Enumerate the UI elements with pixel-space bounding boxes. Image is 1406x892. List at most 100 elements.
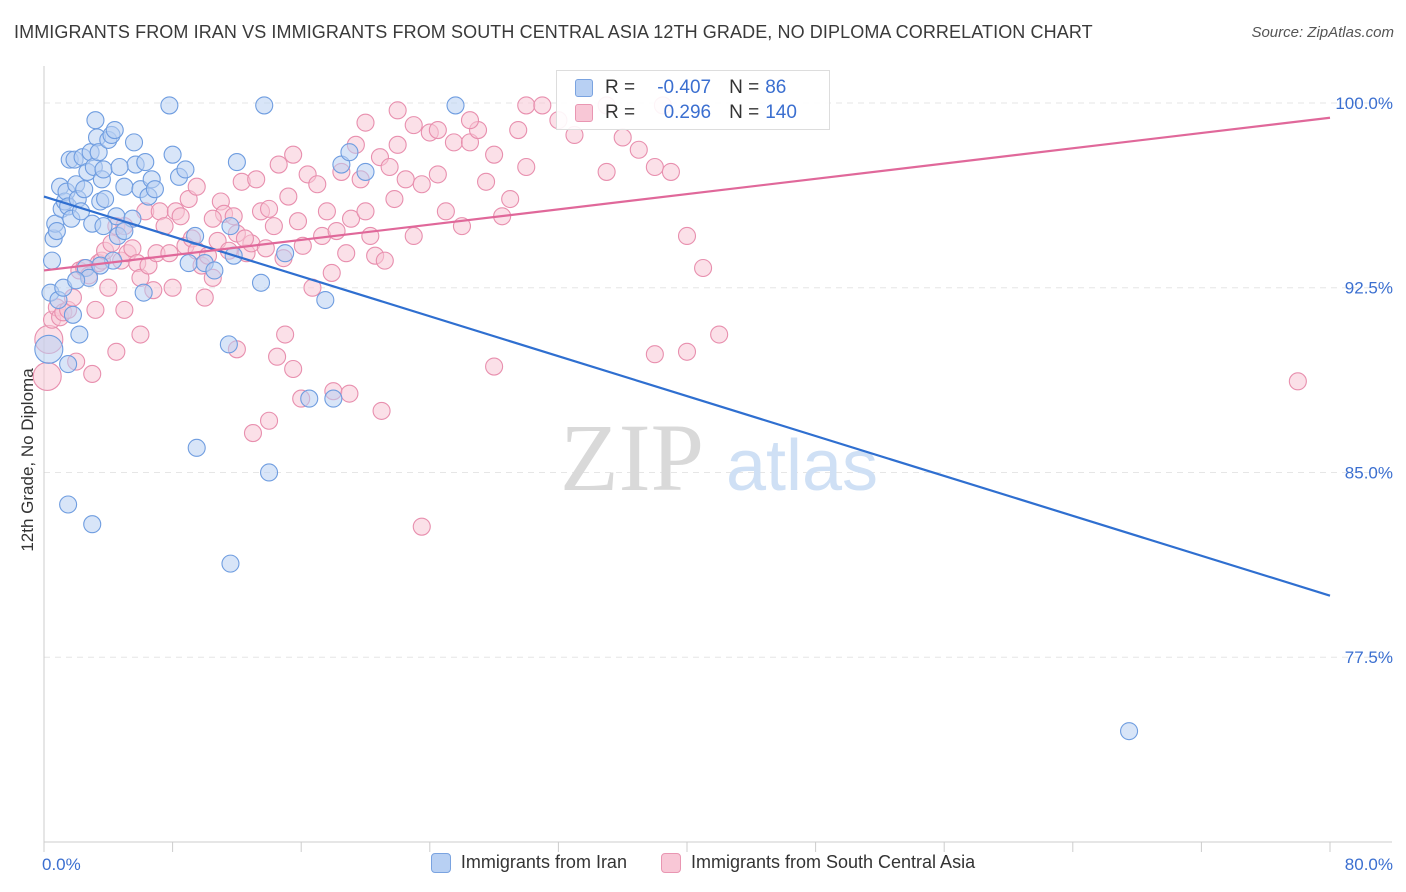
iran-point: [124, 133, 144, 152]
south-central-asia-point: [293, 236, 312, 255]
series-legend: Immigrants from Iran Immigrants from Sou…: [0, 852, 1406, 873]
iran-point: [276, 244, 295, 263]
iran-point: [340, 143, 359, 162]
correlation-legend: R = -0.407 N = 86 R = 0.296 N = 140: [556, 70, 830, 130]
south-central-asia-point: [412, 175, 431, 194]
south-central-asia-point: [317, 202, 336, 221]
south-central-asia-point: [337, 244, 356, 263]
south-central-asia-point: [32, 361, 62, 391]
iran-point: [160, 96, 179, 115]
south-central-asia-point: [380, 157, 399, 177]
iran-point: [59, 355, 78, 374]
iran-point: [176, 160, 195, 179]
iran-point: [221, 554, 240, 573]
south-central-asia-point: [404, 226, 423, 246]
y-tick-label: 77.5%: [1345, 648, 1393, 667]
south-central-asia-point: [509, 121, 528, 140]
south-central-asia-point: [356, 113, 375, 132]
south-central-asia-point: [388, 101, 407, 120]
x-tick-label: 80.0%: [1345, 855, 1393, 874]
legend-swatch-south-central-asia: [660, 852, 681, 873]
legend-r-label: R =: [605, 77, 636, 98]
iran-point: [110, 157, 129, 177]
legend-item-iran[interactable]: Immigrants from Iran: [430, 852, 627, 873]
iran-point: [96, 189, 115, 209]
south-central-asia-point: [460, 111, 480, 130]
iran-point: [259, 463, 279, 482]
south-central-asia-point: [517, 157, 536, 177]
south-central-asia-point: [428, 165, 447, 184]
legend-item-south-central-asia[interactable]: Immigrants from South Central Asia: [660, 852, 975, 873]
x-tick-labels: 0.0% 80.0%: [42, 855, 1393, 874]
south-central-asia-point: [259, 411, 279, 430]
south-central-asia-point: [83, 364, 102, 383]
south-central-asia-point: [203, 209, 222, 228]
iran-trend-line: [43, 195, 1331, 597]
trend-lines: [43, 116, 1331, 597]
south-central-asia-point: [115, 300, 134, 319]
legend-n-label: N =: [729, 102, 760, 123]
south-central-asia-point: [322, 263, 341, 282]
iran-point: [145, 180, 164, 199]
south-central-asia-point: [235, 229, 254, 248]
x-tick-label: 0.0%: [42, 855, 81, 874]
iran-point: [300, 389, 319, 408]
watermark-atlas: atlas: [726, 426, 878, 506]
south-central-asia-point: [341, 209, 361, 228]
legend-n-label: N =: [729, 77, 760, 98]
south-central-asia-point: [288, 212, 308, 231]
south-central-asia-point: [284, 145, 303, 164]
south-central-asia-point: [131, 325, 150, 344]
south-central-asia-point: [661, 162, 680, 181]
iran-point: [356, 162, 375, 181]
south-central-asia-point: [501, 189, 520, 209]
legend-label-iran: Immigrants from Iran: [460, 852, 627, 872]
iran-point: [75, 180, 94, 199]
iran-point: [134, 283, 153, 302]
y-tick-label: 85.0%: [1345, 463, 1393, 482]
legend-swatch-iran: [575, 79, 593, 97]
iran-point: [67, 271, 86, 290]
legend-n-value-south-central-asia: 140: [765, 102, 797, 123]
iran-point: [251, 273, 271, 292]
iran-point: [136, 153, 155, 172]
south-central-asia-point: [396, 170, 415, 189]
south-central-asia-point: [485, 145, 504, 164]
iran-point: [105, 121, 124, 140]
iran-point: [47, 222, 66, 241]
iran-point: [94, 160, 113, 179]
south-central-asia-point: [356, 202, 375, 221]
legend-r-value-iran: -0.407: [657, 77, 712, 98]
chart-title: IMMIGRANTS FROM IRAN VS IMMIGRANTS FROM …: [14, 22, 1093, 42]
iran-point: [316, 290, 335, 310]
south-central-asia-point: [264, 217, 283, 236]
south-central-asia-point: [163, 278, 182, 297]
south-central-asia-point: [160, 244, 179, 263]
iran-point: [70, 325, 89, 344]
south-central-asia-point: [694, 258, 713, 278]
source-label: Source: ZipAtlas.com: [1251, 24, 1394, 41]
south-central-asia-point: [375, 251, 394, 270]
south-central-asia-point: [477, 172, 496, 191]
south-central-asia-point: [517, 96, 536, 115]
south-central-asia-point: [107, 342, 126, 361]
south-central-asia-point: [372, 401, 391, 420]
south-central-asia-point: [645, 157, 664, 177]
south-central-asia-point: [677, 342, 697, 361]
iran-point: [227, 153, 246, 172]
south-central-asia-point: [247, 170, 266, 189]
iran-point: [34, 334, 64, 364]
legend-r-value-south-central-asia: 0.296: [663, 102, 712, 123]
legend-swatch-south-central-asia: [575, 104, 593, 122]
south-central-asia-point: [428, 121, 447, 140]
iran-point: [83, 515, 102, 534]
south-central-asia-point: [269, 155, 288, 174]
south-central-asia-point: [268, 347, 287, 366]
south-central-asia-point: [385, 189, 404, 209]
iran-point: [63, 305, 82, 324]
south-central-asia-point: [444, 133, 463, 152]
iran-point: [179, 254, 198, 273]
south-central-asia-point: [597, 162, 616, 181]
south-central-asia-point: [259, 199, 279, 218]
